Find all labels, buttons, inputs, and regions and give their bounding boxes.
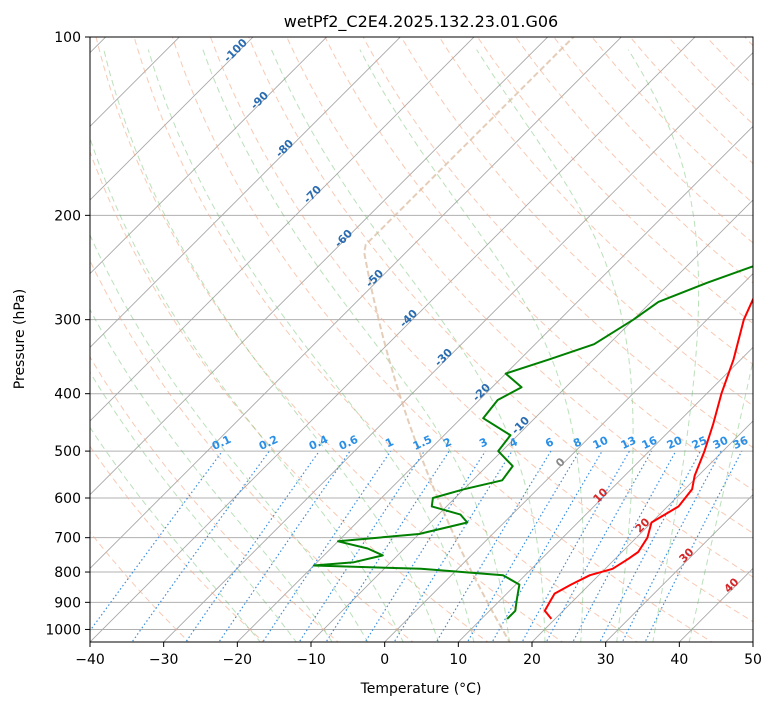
dry-adiabat-line (629, 37, 753, 165)
moist-adiabat-line (90, 136, 404, 642)
y-tick-label: 300 (54, 313, 81, 329)
x-tick-label: −40 (75, 652, 105, 668)
isotherm-line (531, 420, 753, 642)
dry-adiabat-line (90, 356, 340, 642)
x-tick-label: 50 (744, 652, 762, 668)
isotherm-line (457, 346, 753, 642)
x-tick-label: −10 (296, 652, 326, 668)
moist-adiabat-line (270, 49, 546, 642)
isotherm-line (90, 37, 696, 642)
dry-adiabat-line (667, 37, 753, 125)
y-tick-label: 100 (54, 30, 81, 46)
mixing-ratio-line (393, 450, 513, 642)
x-tick-label: 20 (523, 652, 541, 668)
mixing-ratio-label: 25 (690, 434, 709, 452)
chart-title: wetPf2_C2E4.2025.132.23.01.G06 (284, 12, 558, 32)
y-axis-ticks: 100 200 300 400 500 600 700 800 900 1000 (45, 30, 90, 638)
moist-adiabat-line (103, 49, 440, 642)
mixing-ratio-line (466, 450, 580, 642)
moist-adiabat-line (202, 49, 510, 642)
x-tick-label: 10 (449, 652, 467, 668)
mixing-ratio-line (599, 450, 702, 642)
mixing-ratio-line (364, 450, 486, 642)
dry-adiabat-line (95, 37, 564, 642)
isotherm-line (90, 37, 180, 127)
dry-adiabat-line (209, 37, 753, 623)
y-tick-label: 900 (54, 595, 81, 611)
dry-adiabat-line (248, 37, 753, 578)
mixing-ratio-line (218, 450, 351, 642)
x-tick-label: −30 (149, 652, 179, 668)
dry-adiabat-line (362, 37, 753, 449)
x-tick-label: −20 (223, 652, 253, 668)
mixing-ratio-line (131, 450, 270, 642)
isotherm-line (90, 37, 622, 569)
isotherm-line (384, 273, 753, 642)
dry-adiabat-line (324, 37, 753, 491)
temperature-profile-line (543, 296, 753, 620)
moist-adiabat-line (688, 358, 753, 642)
dry-adiabat-line (90, 531, 190, 642)
isotherm-line (236, 125, 753, 642)
mixing-ratio-label: 30 (711, 434, 731, 452)
y-axis-label: Pressure (hPa) (12, 289, 28, 389)
moist-adiabat-line (90, 426, 261, 642)
mixing-ratio-line (90, 450, 223, 632)
y-tick-label: 200 (54, 208, 81, 224)
isotherm-line (90, 37, 254, 201)
y-tick-label: 400 (54, 387, 81, 403)
mixing-ratio-line (185, 450, 320, 642)
isotherm-line (163, 52, 753, 642)
mixing-ratio-line (572, 450, 677, 642)
mixing-ratio-label: 20 (665, 434, 685, 452)
x-axis-ticks: −40 −30 −20 −10 0 10 20 30 40 50 (75, 642, 762, 668)
background-lines (90, 37, 753, 642)
isotherm-line (90, 37, 401, 348)
x-axis-label: Temperature (°C) (360, 681, 482, 697)
y-tick-label: 800 (54, 565, 81, 581)
y-tick-label: 1000 (45, 622, 81, 638)
mixing-ratio-line (298, 450, 425, 642)
dewpoint-profile-line (312, 265, 753, 620)
isotherm-line (310, 199, 753, 642)
x-tick-label: 40 (670, 652, 688, 668)
dry-adiabat-line (477, 37, 753, 325)
mixing-ratio-line (262, 450, 392, 642)
x-tick-label: 0 (380, 652, 389, 668)
dry-adiabat-line (133, 37, 638, 642)
y-tick-label: 600 (54, 491, 81, 507)
mixing-ratio-label: 10 (591, 434, 611, 452)
y-tick-label: 700 (54, 531, 81, 547)
mixing-ratio-label: 13 (619, 434, 638, 452)
dry-adiabat-line (171, 37, 713, 642)
reference-curve (363, 37, 575, 642)
moist-adiabat-line (90, 371, 297, 642)
moist-adiabat-line (476, 49, 634, 642)
dry-adiabat-line (286, 37, 753, 534)
mixing-ratio-line (325, 450, 450, 642)
moist-adiabat-line (147, 49, 475, 642)
x-tick-label: 30 (597, 652, 615, 668)
mixing-ratio-line (621, 450, 722, 642)
plot-frame (89, 36, 754, 643)
isotherm-line (90, 37, 328, 275)
isotherm-line (90, 37, 475, 422)
isotherm-line (90, 37, 549, 496)
moist-adiabat-line (90, 233, 369, 642)
mixing-ratio-label: 16 (640, 434, 660, 452)
dry-adiabat-line (591, 37, 753, 204)
moist-adiabat-line (359, 49, 584, 642)
y-tick-label: 500 (54, 444, 81, 460)
moist-adiabat-line (90, 308, 333, 642)
isotherm-line (605, 494, 753, 642)
sounding-profiles (312, 265, 753, 620)
dry-adiabat-line (438, 37, 753, 366)
mixing-ratio-label: 36 (731, 434, 751, 452)
